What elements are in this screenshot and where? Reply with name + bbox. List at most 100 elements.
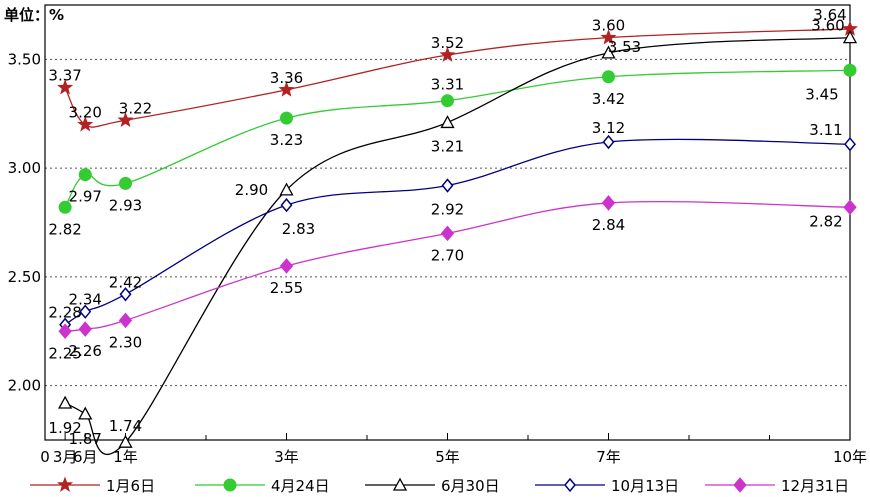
data-label: 3.11 <box>809 121 842 139</box>
legend-marker <box>564 477 576 493</box>
data-point <box>279 182 294 196</box>
data-label: 1.74 <box>109 417 142 435</box>
data-label: 3.22 <box>119 99 152 117</box>
y-tick-label: 2.50 <box>8 268 41 286</box>
data-label: 3.20 <box>69 104 102 122</box>
data-point <box>440 225 455 242</box>
data-label: 3.31 <box>431 76 464 94</box>
data-label: 2.92 <box>431 201 464 219</box>
data-label: 1.87 <box>69 430 102 448</box>
data-label: 3.42 <box>592 90 625 108</box>
data-label: 2.82 <box>48 220 81 238</box>
data-point <box>58 323 72 340</box>
legend-marker <box>56 476 74 492</box>
series-line-1 <box>64 69 851 208</box>
legend-label: 6月30日 <box>441 477 500 495</box>
data-point <box>842 30 858 44</box>
data-label: 3.60 <box>811 17 844 35</box>
series-line-3 <box>64 138 851 326</box>
data-label: 2.90 <box>235 181 268 199</box>
data-label: 1.92 <box>48 419 81 437</box>
legend-label: 4月24日 <box>271 477 330 495</box>
data-label: 2.42 <box>109 273 142 291</box>
x-tick-label: 7年 <box>596 448 621 466</box>
data-label: 2.55 <box>270 279 303 297</box>
legend-label: 12月31日 <box>781 477 849 495</box>
x-tick-label: 3年 <box>274 448 299 466</box>
series-line-2 <box>64 36 851 456</box>
data-point <box>441 178 454 193</box>
data-label: 3.52 <box>431 34 464 52</box>
series-group <box>57 20 859 456</box>
legend-marker <box>392 477 408 491</box>
data-point <box>119 287 132 302</box>
data-point <box>280 197 293 213</box>
data-label: 3.12 <box>592 119 625 137</box>
legend-item-0: 1月6日 <box>30 476 155 495</box>
data-point <box>57 79 74 95</box>
data-label: 2.26 <box>69 342 102 360</box>
x-tick-label: 3月 <box>53 448 78 466</box>
legend-item-2: 6月30日 <box>365 477 500 495</box>
y-tick-label: 2.00 <box>8 377 41 395</box>
data-label: 2.30 <box>109 333 142 351</box>
data-label: 3.60 <box>592 17 625 35</box>
x-tick-label: 5年 <box>435 448 460 466</box>
data-label: 3.36 <box>270 69 303 87</box>
legend-item-1: 4月24日 <box>195 477 330 495</box>
data-label: 3.53 <box>608 38 641 56</box>
data-label: 2.70 <box>431 246 464 264</box>
data-point <box>844 137 856 152</box>
unit-label: 单位：% <box>4 6 65 24</box>
legend-label: 10月13日 <box>611 477 679 495</box>
data-point <box>280 111 293 125</box>
x-tick-label: 1年 <box>113 448 138 466</box>
legend-item-4: 12月31日 <box>705 477 849 495</box>
data-point <box>601 195 616 211</box>
data-point <box>78 406 93 420</box>
data-point <box>600 29 617 45</box>
data-point <box>278 81 295 97</box>
data-point <box>439 46 456 62</box>
legend-label: 1月6日 <box>106 477 155 495</box>
data-label: 2.82 <box>809 212 842 230</box>
data-label: 2.93 <box>109 196 142 214</box>
legend: 1月6日 4月24日 6月30日 10月13日 12月31日 <box>30 476 849 495</box>
plot-frame <box>44 4 851 441</box>
data-point <box>441 94 454 108</box>
x-origin-label: 0 <box>40 448 50 466</box>
data-label: 2.84 <box>592 216 625 234</box>
series-line-4 <box>65 200 851 332</box>
data-point <box>77 116 94 132</box>
data-label: 2.83 <box>282 220 315 238</box>
data-point <box>118 434 133 448</box>
data-point <box>58 395 73 409</box>
series-line-0 <box>64 28 851 128</box>
data-label: 3.23 <box>270 131 303 149</box>
data-point <box>279 258 294 274</box>
legend-marker <box>223 478 237 492</box>
data-point <box>602 70 615 84</box>
data-point <box>79 304 92 319</box>
legend-marker <box>733 477 747 493</box>
data-point <box>118 312 133 329</box>
data-point <box>843 199 857 216</box>
data-point <box>843 63 857 77</box>
legend-item-3: 10月13日 <box>535 477 679 495</box>
grid-lines <box>45 58 850 387</box>
x-tick-label: 10年 <box>833 448 867 466</box>
y-tick-label: 3.50 <box>8 50 41 68</box>
data-label: 3.45 <box>805 85 838 103</box>
data-point <box>119 176 132 190</box>
data-label: 3.21 <box>431 137 464 155</box>
data-label: 2.97 <box>69 188 102 206</box>
data-point <box>78 168 92 182</box>
data-point <box>602 134 615 150</box>
data-point <box>78 321 92 337</box>
data-label: 3.64 <box>813 6 846 24</box>
data-labels: 3.373.20 3.223.363.523.603.642.822.97 2.93… <box>48 6 846 448</box>
y-tick-label: 3.00 <box>8 159 41 177</box>
data-label: 2.34 <box>69 291 102 309</box>
